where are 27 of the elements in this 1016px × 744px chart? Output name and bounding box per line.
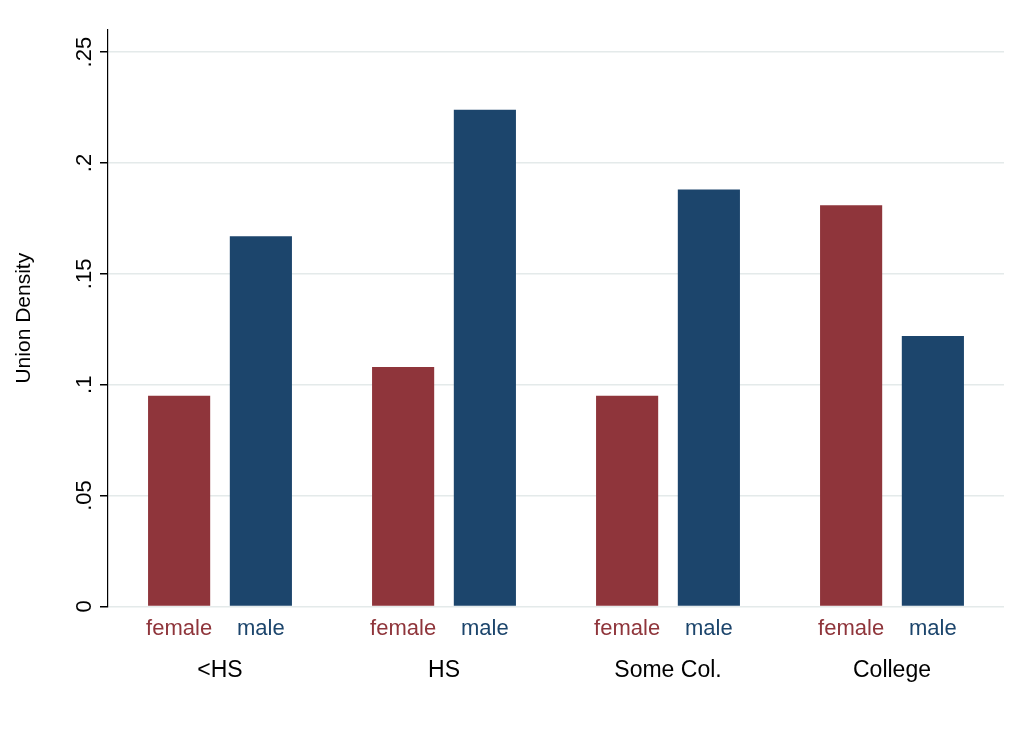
text: female — [818, 615, 885, 641]
y-tick-label: .15 — [71, 258, 97, 290]
bar — [677, 189, 740, 606]
bar — [148, 395, 211, 606]
y-tick-label: 0 — [71, 600, 97, 613]
bar — [453, 109, 516, 606]
bar — [820, 205, 883, 606]
bar — [901, 335, 964, 606]
text: male — [461, 615, 509, 641]
text: female — [370, 615, 437, 641]
y-tick-label: .2 — [71, 153, 97, 173]
x-tick-label: <HS — [197, 655, 243, 682]
text: female — [146, 615, 213, 641]
bar — [229, 236, 292, 606]
text: male — [685, 615, 733, 641]
series-label: male — [237, 615, 285, 641]
text: male — [909, 615, 957, 641]
y-tick-label: .25 — [71, 36, 97, 68]
bar — [372, 366, 435, 606]
bar — [596, 395, 659, 606]
x-tick-label: Some Col. — [614, 655, 722, 682]
y-axis-title: Union Density — [11, 252, 35, 384]
series-label: female — [594, 615, 661, 641]
x-tick-label: HS — [428, 655, 460, 682]
x-tick-label: College — [853, 655, 931, 682]
y-tick-label: .05 — [71, 480, 97, 511]
y-tick-label: .1 — [71, 375, 97, 394]
